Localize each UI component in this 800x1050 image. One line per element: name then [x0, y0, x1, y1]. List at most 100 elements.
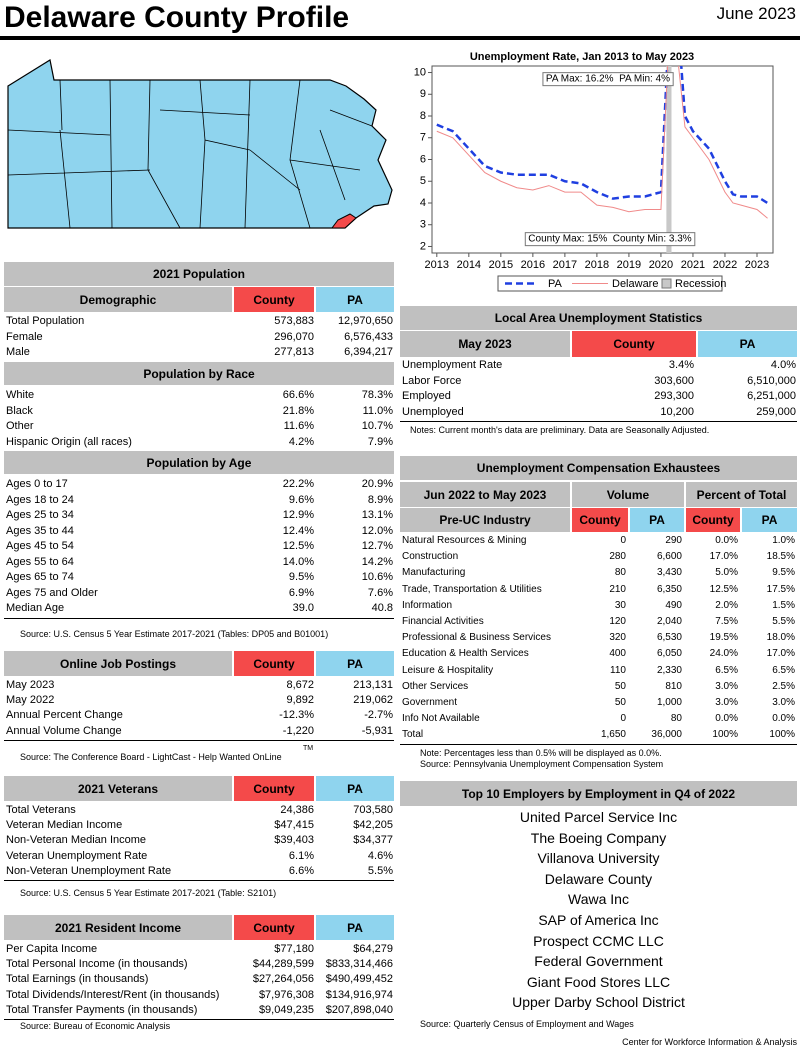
row-label: Female	[6, 330, 43, 343]
legend-box	[497, 275, 723, 292]
value: 2.5%	[772, 680, 795, 692]
pa-value: 6,510,000	[747, 374, 796, 387]
note: Notes: Current month's data are prelimin…	[410, 424, 710, 435]
plot	[436, 66, 769, 253]
county-value: 4.2%	[288, 435, 314, 448]
value: 6.5%	[715, 664, 738, 676]
county-value: $77,180	[274, 943, 314, 955]
x-tick-label: 2017	[553, 259, 577, 271]
header-cell: Pre-UC Industry	[400, 508, 570, 532]
row-label: Professional & Business Services	[402, 632, 551, 644]
row-label: Ages 25 to 34	[6, 509, 74, 521]
value: 1.5%	[772, 599, 795, 611]
series-line	[436, 66, 769, 205]
employer: United Parcel Service Inc	[519, 809, 678, 825]
value: 3.0%	[715, 697, 738, 708]
y-tick-label: 8	[420, 110, 426, 122]
county-value: 9,892	[286, 694, 314, 707]
row-label: Veteran Unemployment Rate	[6, 849, 148, 862]
row-label: Financial Activities	[402, 616, 484, 627]
table-title: 2021 Population	[4, 262, 394, 286]
value: 1,650	[600, 729, 626, 741]
value: 18.0%	[766, 632, 795, 644]
pa-value: 6,576,433	[344, 330, 393, 343]
pa-value: 6,394,217	[344, 346, 393, 358]
group-header: Volume	[572, 482, 684, 507]
header-cell: May 2023	[400, 331, 570, 357]
value: 5.0%	[715, 567, 738, 579]
pa-value: 12,970,650	[337, 315, 393, 327]
value: 100%	[712, 729, 738, 741]
pa-header: PA	[316, 915, 394, 940]
x-tick-label: 2014	[457, 259, 481, 271]
row-label: Ages 35 to 44	[6, 524, 74, 537]
county-value: 9.6%	[288, 493, 314, 506]
county-value: 21.8%	[282, 404, 314, 417]
pa-value: $34,377	[353, 834, 393, 847]
row-label: Total	[402, 729, 424, 741]
county-header: County	[234, 915, 314, 940]
value: 17.5%	[766, 583, 795, 595]
group-title: Population by Race	[4, 362, 394, 385]
employer: The Boeing Company	[530, 829, 667, 846]
pa-value: $64,279	[353, 943, 393, 955]
county-value: -1,220	[282, 724, 314, 737]
value: 6.5%	[772, 664, 795, 676]
source: Source: Bureau of Economic Analysis	[20, 1020, 171, 1031]
legend-label: Delaware	[612, 278, 658, 290]
county-value: 6.9%	[288, 586, 314, 599]
annotation: PA Max: 16.2% PA Min: 4%	[546, 74, 670, 85]
employer: Upper Darby School District	[512, 994, 685, 1011]
value: 19.5%	[709, 632, 738, 644]
pa-value: 219,062	[353, 694, 393, 707]
footer: Center for Workforce Information & Analy…	[622, 1036, 797, 1047]
rule	[4, 739, 394, 741]
pa-header: PA	[698, 331, 797, 357]
row-label: Ages 45 to 54	[6, 540, 74, 552]
employer: Prospect CCMC LLC	[533, 932, 664, 949]
value: 120	[609, 616, 626, 627]
row-label: Employed	[402, 390, 451, 403]
value: 50	[614, 697, 626, 708]
y-tick-label: 4	[420, 197, 426, 209]
header-cell: Online Job Postings	[4, 651, 232, 676]
row-label: Total Personal Income (in thousands)	[6, 958, 188, 971]
value: 0.0%	[772, 713, 795, 725]
row-label: Annual Percent Change	[6, 709, 123, 722]
source: Source: U.S. Census 5 Year Estimate 2017…	[20, 628, 329, 639]
rule	[400, 744, 797, 745]
rule	[400, 421, 797, 422]
state-outline	[7, 59, 393, 229]
x-tick-label: 2019	[617, 259, 641, 271]
header-rule	[0, 36, 800, 40]
employer: Federal Government	[534, 953, 663, 970]
row-label: Hispanic Origin (all races)	[6, 435, 132, 448]
value: 280	[609, 551, 626, 563]
pa-value: 8.9%	[367, 493, 393, 506]
pa-value: $207,898,040	[325, 1003, 393, 1016]
county-value: -12.3%	[279, 709, 314, 722]
row-label: Per Capita Income	[6, 943, 98, 955]
row-label: Education & Health Services	[402, 648, 529, 660]
legend-swatch	[661, 278, 672, 289]
annotation-box	[542, 72, 674, 87]
delaware-county	[331, 213, 357, 229]
header-cell: 2021 Resident Income	[4, 915, 232, 940]
pa-value: 5.5%	[367, 864, 393, 877]
pa-value: $833,314,466	[325, 958, 393, 971]
row-label: Manufacturing	[402, 567, 466, 579]
row-label: May 2023	[6, 679, 55, 691]
value: 290	[665, 535, 682, 546]
value: 2,330	[656, 664, 682, 676]
row-label: Total Transfer Payments (in thousands)	[6, 1003, 198, 1016]
y-tick-label: 3	[420, 219, 426, 231]
pa-value: 259,000	[756, 406, 796, 419]
employer: SAP of America Inc	[538, 912, 659, 928]
value: 3,430	[656, 567, 682, 579]
pa-header: PA	[316, 776, 394, 801]
row-label: Non-Veteran Median Income	[6, 834, 147, 847]
county-lines	[7, 79, 373, 229]
value: 2.0%	[715, 599, 738, 611]
county-value: 12.9%	[282, 509, 314, 521]
page-date: June 2023	[716, 3, 796, 23]
